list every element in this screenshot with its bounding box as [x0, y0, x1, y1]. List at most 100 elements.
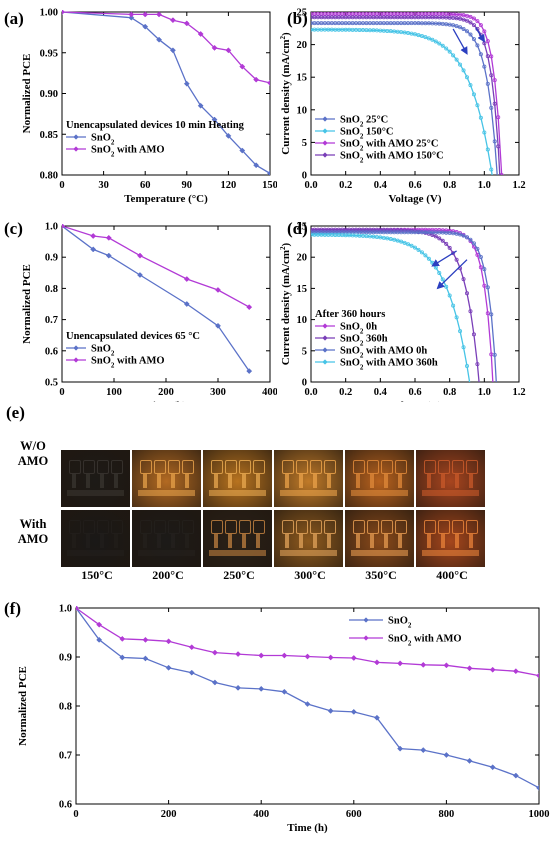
data-point: [96, 636, 103, 643]
electrode-stem: [242, 474, 246, 488]
x-axis-label: Voltage (V): [388, 193, 441, 205]
data-point: [500, 208, 503, 210]
temp-label: 400°C: [436, 568, 468, 582]
data-point: [373, 659, 380, 666]
temp-label: 300°C: [294, 568, 326, 582]
data-point: [327, 654, 334, 661]
data-point: [492, 101, 497, 106]
legend-label: SnO2​: [91, 344, 115, 358]
legend-label: SnO2​ with AMO: [91, 145, 165, 159]
data-point: [468, 32, 473, 37]
data-point: [464, 363, 469, 368]
data-point: [458, 16, 463, 21]
electrode-pad: [111, 460, 123, 474]
data-point: [485, 81, 490, 86]
data-point: [90, 233, 97, 239]
electrode-stem: [299, 474, 303, 488]
electrode-stem: [100, 474, 104, 488]
data-point: [443, 662, 450, 669]
legend-swatch-marker: [322, 152, 328, 158]
data-point: [105, 252, 112, 259]
x-tick-label: 0.2: [339, 180, 352, 191]
legend-title: Unencapsulated devices 10 min Heating: [66, 120, 245, 131]
electrode-pad: [211, 460, 223, 474]
y-tick-label: 0.6: [45, 346, 58, 357]
data-point: [482, 130, 487, 135]
electrode-stem: [370, 474, 374, 488]
electrode-stem: [469, 474, 473, 488]
y-axis-label: Current density (mA/cm2​): [279, 242, 292, 365]
electrode-pad: [69, 520, 81, 534]
electrode-pad: [168, 520, 180, 534]
electrode-pad: [239, 460, 251, 474]
electrode-pad: [182, 460, 194, 474]
electrode-stem: [114, 474, 118, 488]
series-line: [311, 28, 493, 175]
electrode-stem: [384, 474, 388, 488]
x-tick-label: 100: [106, 387, 122, 398]
x-tick-label: 1.0: [478, 387, 491, 398]
y-tick-label: 0.9: [45, 253, 58, 264]
data-point: [281, 652, 288, 659]
data-point: [471, 92, 476, 97]
x-tick-label: 0.6: [408, 180, 421, 191]
x-tick-label: 90: [182, 180, 193, 191]
electrode-pad: [324, 520, 336, 534]
data-point: [253, 162, 260, 169]
series-line: [62, 11, 270, 84]
data-point: [466, 665, 473, 672]
y-tick-label: 5: [302, 346, 307, 357]
data-point: [497, 187, 500, 190]
electrode-bar: [209, 490, 266, 496]
y-tick-label: 0.9: [59, 653, 72, 664]
electrode-pad: [395, 520, 407, 534]
data-point: [492, 78, 497, 83]
electrode-pad: [310, 460, 322, 474]
data-point: [475, 362, 480, 367]
chart-d: 0.0 0.2 0.4 0.6 0.8 1.0 1.2 0 5 10 15 20 25 Voltage (…: [279, 219, 526, 402]
data-point: [536, 672, 539, 679]
x-axis-label: Temperature (°C): [124, 193, 208, 205]
legend-swatch-marker: [322, 335, 328, 341]
data-point: [464, 18, 469, 23]
device-photo: [345, 450, 414, 507]
data-point: [388, 237, 393, 242]
legend-swatch-marker: [73, 357, 79, 363]
data-point: [466, 757, 473, 764]
data-point: [440, 277, 445, 282]
data-point: [105, 234, 112, 241]
electrode-stem: [100, 534, 104, 548]
arrow: [475, 27, 486, 43]
data-point: [267, 170, 270, 175]
y-tick-label: 25: [297, 8, 308, 19]
data-point: [464, 291, 469, 296]
electrode-stem: [313, 534, 317, 548]
data-point: [478, 115, 483, 120]
data-point: [482, 64, 487, 69]
data-point: [454, 231, 459, 236]
electrode-stem: [327, 474, 331, 488]
electrode-stem: [143, 474, 147, 488]
electrode-pad: [282, 460, 294, 474]
y-axis-label: Normalized PCE: [21, 54, 33, 134]
data-point: [253, 76, 260, 83]
chart-a: 0 30 60 90 120 150 0.80 0.85 0.90 0.95 1.00 Tempera…: [4, 8, 277, 206]
data-point: [454, 57, 459, 62]
electrode-stem: [228, 534, 232, 548]
data-point: [482, 267, 487, 272]
electrode-pad: [310, 520, 322, 534]
data-point: [433, 39, 438, 44]
legend-label: SnO2​ 0h: [340, 322, 377, 336]
data-point: [471, 241, 476, 246]
data-point: [458, 25, 463, 30]
plot-area: [311, 227, 497, 382]
electrode-stem: [285, 534, 289, 548]
row-label-with-amo: With AMO: [17, 517, 49, 546]
legend-label: SnO2​ with AMO 0h: [340, 346, 427, 360]
data-point: [211, 649, 218, 656]
y-tick-label: 1.0: [45, 222, 58, 233]
electrode-stem: [185, 534, 189, 548]
data-point: [458, 62, 463, 67]
data-point: [156, 11, 163, 18]
data-point: [451, 23, 456, 28]
